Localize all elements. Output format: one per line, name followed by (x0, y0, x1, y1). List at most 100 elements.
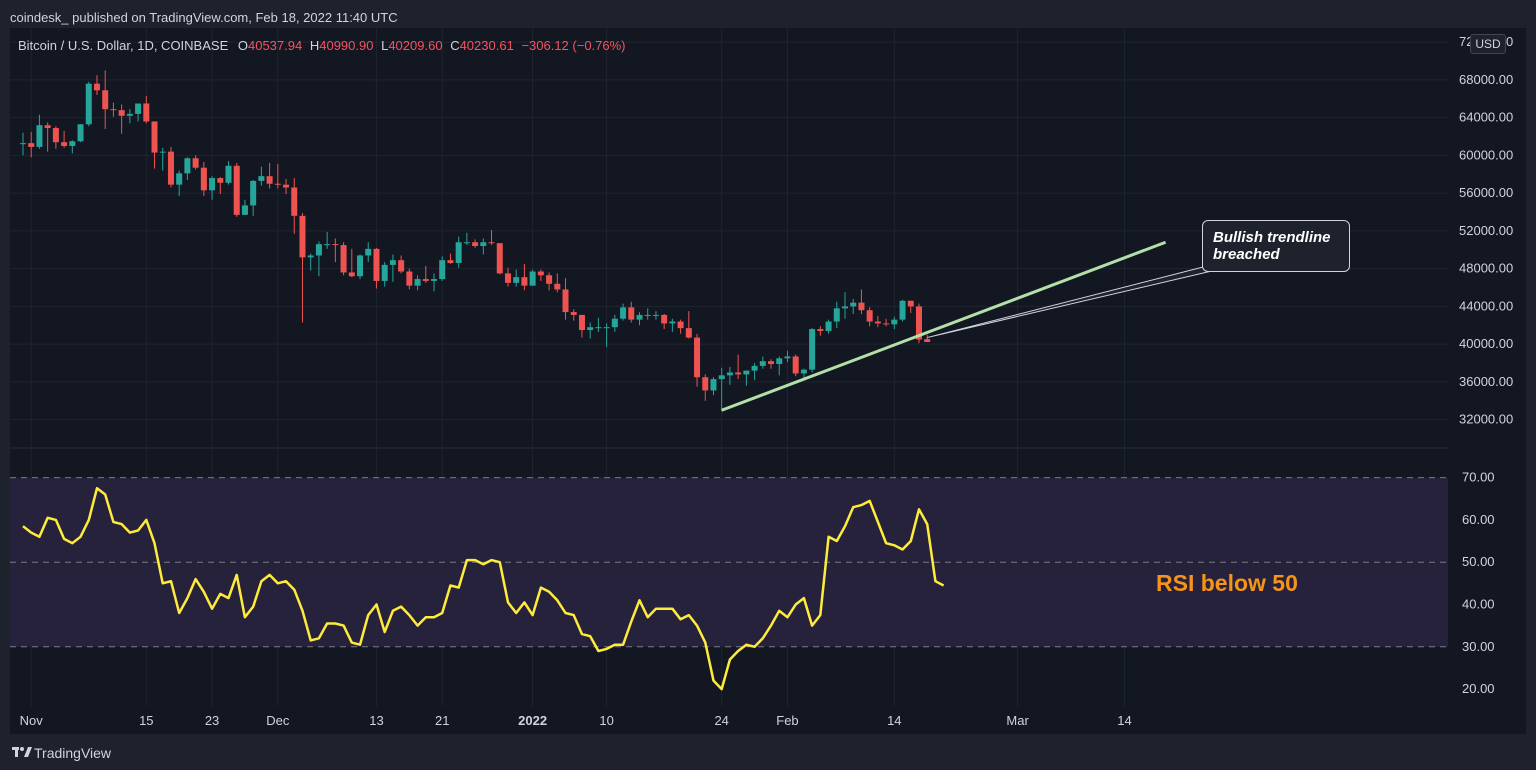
rsi-tick-label: 40.00 (1462, 596, 1495, 611)
time-tick-label: 14 (887, 713, 901, 728)
candle (258, 166, 265, 186)
candle (77, 124, 84, 143)
price-tick-label: 32000.00 (1459, 412, 1513, 427)
candle (628, 301, 635, 323)
candle (850, 298, 857, 314)
candle (307, 253, 314, 271)
candle (891, 316, 898, 330)
close-label: C (450, 38, 460, 53)
candle (866, 307, 873, 327)
candle (809, 328, 816, 373)
candle (389, 254, 396, 282)
price-tick-label: 40000.00 (1459, 336, 1513, 351)
time-tick-label: 2022 (518, 713, 547, 728)
price-tick-label: 60000.00 (1459, 147, 1513, 162)
candle (44, 122, 51, 152)
candle (85, 81, 92, 127)
candle (718, 367, 725, 412)
candle (554, 273, 561, 293)
candle (274, 163, 281, 189)
candle (924, 334, 931, 343)
candle (800, 368, 807, 380)
rsi-tick-label: 20.00 (1462, 681, 1495, 696)
candle (595, 317, 602, 332)
rsi-line (22, 486, 945, 691)
candle (529, 269, 536, 286)
candle (644, 308, 651, 320)
candle (241, 199, 248, 215)
candle (694, 333, 701, 387)
candle (266, 162, 273, 189)
candle (283, 179, 290, 195)
candle (883, 318, 890, 327)
candle (504, 267, 511, 287)
candle (20, 132, 26, 156)
candle (842, 292, 848, 319)
candle (792, 354, 799, 377)
candle (455, 236, 462, 268)
candle (817, 326, 824, 336)
candle (357, 254, 364, 280)
candle (603, 323, 610, 348)
candle (833, 301, 840, 329)
candle (217, 177, 224, 195)
candle (784, 350, 791, 363)
candle (118, 104, 125, 134)
candle (167, 146, 174, 188)
candle (636, 312, 643, 326)
time-tick-label: 15 (139, 713, 153, 728)
candle (776, 356, 783, 376)
price-tick-label: 52000.00 (1459, 223, 1513, 238)
candle (28, 131, 35, 158)
candle (225, 161, 232, 185)
rsi-indicator (10, 477, 1448, 691)
low-value: 40209.60 (388, 38, 443, 53)
time-tick-label: Dec (266, 713, 290, 728)
candle (159, 147, 166, 171)
candle (126, 109, 133, 124)
symbol-name: Bitcoin / U.S. Dollar, 1D, COINBASE (18, 38, 229, 53)
candle (110, 102, 117, 117)
candle (702, 374, 709, 401)
candle (472, 239, 479, 248)
candle (587, 322, 594, 339)
candle (192, 155, 199, 170)
candle (291, 178, 298, 234)
candle (710, 377, 717, 396)
candle (570, 309, 577, 321)
candle (36, 114, 43, 149)
candle (176, 170, 183, 196)
candle (652, 311, 659, 320)
time-tick-label: 13 (369, 713, 383, 728)
candle (422, 265, 429, 283)
candle (874, 315, 881, 328)
candle (768, 359, 775, 369)
time-tick-label: Feb (776, 713, 798, 728)
candle (184, 157, 191, 180)
candle (431, 273, 437, 292)
candle (899, 299, 906, 322)
time-tick-label: Nov (20, 713, 44, 728)
time-tick-label: 24 (714, 713, 728, 728)
candle (620, 303, 627, 321)
time-tick-label: 23 (205, 713, 219, 728)
candle (858, 289, 865, 314)
rsi-tick-label: 60.00 (1462, 512, 1495, 527)
callout-text: Bullish trendline breached (1213, 229, 1331, 263)
time-tick-label: 21 (435, 713, 449, 728)
candle (151, 121, 158, 169)
candle (562, 278, 569, 320)
candle (299, 212, 306, 323)
trendline-callout: Bullish trendline breached (1202, 220, 1350, 272)
candle (521, 263, 528, 291)
open-value: 40537.94 (247, 38, 303, 53)
candle (907, 300, 914, 314)
open-label: O (237, 38, 248, 53)
candle (513, 269, 520, 287)
price-axis-background (1448, 28, 1526, 734)
price-tick-label: 44000.00 (1459, 298, 1513, 313)
price-tick-label: 48000.00 (1459, 261, 1513, 276)
candle (480, 238, 487, 255)
currency-button[interactable]: USD (1470, 34, 1506, 54)
